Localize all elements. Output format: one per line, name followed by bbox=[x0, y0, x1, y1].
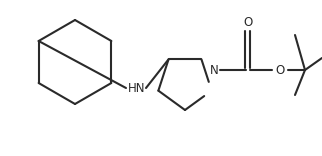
Text: O: O bbox=[243, 15, 253, 29]
Text: N: N bbox=[210, 63, 218, 76]
Text: O: O bbox=[275, 63, 285, 76]
Text: HN: HN bbox=[128, 81, 146, 95]
